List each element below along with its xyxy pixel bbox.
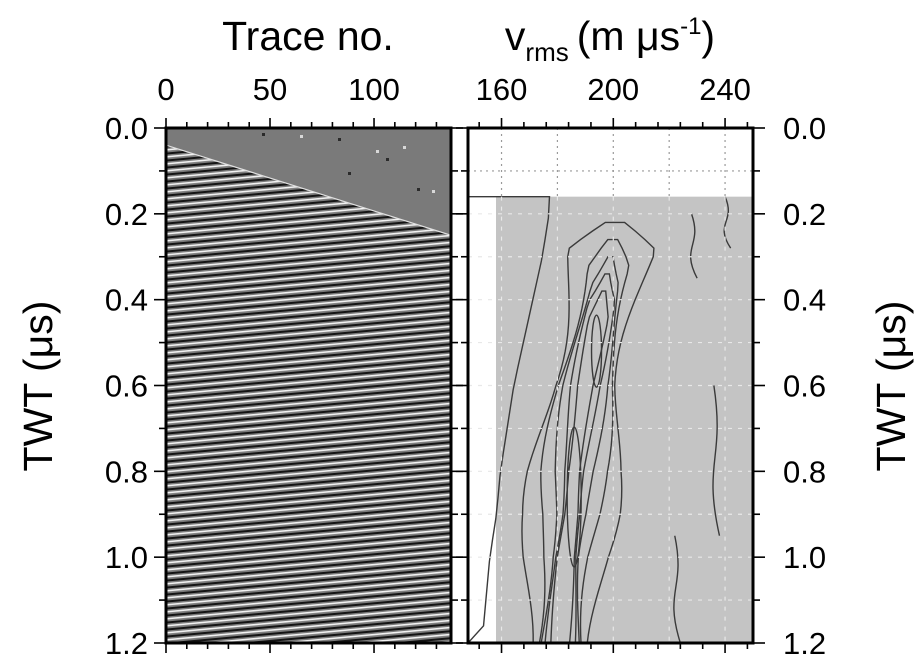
y-tick-label: 0.4	[783, 283, 826, 318]
y-tick-label: 1.0	[105, 540, 148, 575]
y-tick-label: 0.2	[783, 197, 826, 232]
left-y-title: TWT (μs)	[15, 301, 61, 472]
y-tick-label: 0.0	[783, 111, 826, 146]
x-tick-label: 100	[348, 72, 400, 107]
y-tick-label: 0.0	[105, 111, 148, 146]
semblance-contour-band	[550, 290, 609, 643]
semblance-contour-band	[544, 273, 616, 643]
semblance-side-contour	[673, 535, 682, 643]
noise-speckles	[262, 133, 435, 193]
noise-speck	[376, 150, 379, 153]
semblance-ticks: 160 200 240 0.0 0.2 0.4 0.6 0.8 1.0 1.2	[456, 72, 826, 661]
noise-speck	[348, 172, 351, 175]
y-tick-label: 0.4	[105, 283, 148, 318]
semblance-grid	[468, 128, 753, 643]
semblance-side-contour	[712, 385, 721, 536]
noise-speck	[403, 146, 406, 149]
semblance-side-contour	[723, 196, 732, 249]
pre-arrival-noise-zone	[166, 128, 451, 236]
x-tick-label: 200	[587, 72, 639, 107]
semblance-background	[496, 196, 753, 643]
y-tick-label: 0.6	[105, 369, 148, 404]
semblance-low-zone	[468, 195, 551, 643]
noise-speck	[338, 138, 341, 141]
semblance-contour-band	[521, 221, 655, 643]
semblance-peak	[566, 426, 582, 568]
y-tick-label: 0.6	[783, 369, 826, 404]
shot-gather-x-title: Trace no.	[222, 13, 394, 59]
first-arrival-line	[166, 144, 451, 236]
shot-gather-panel: 0 50 100 0.0 0.2 0.4 0.6 0.8 1.0 1.2	[105, 72, 463, 661]
x-tick-label: 50	[253, 72, 287, 107]
semblance-side-contour	[689, 213, 698, 279]
noise-speck	[386, 158, 389, 161]
noise-speck	[432, 190, 435, 193]
y-tick-label: 0.8	[105, 454, 148, 489]
y-tick-label: 1.2	[105, 626, 148, 661]
y-tick-label: 1.0	[783, 540, 826, 575]
x-tick-label: 160	[476, 72, 528, 107]
velocity-semblance-panel: 160 200 240 0.0 0.2 0.4 0.6 0.8 1.0 1.2	[456, 72, 826, 661]
semblance-contour-band	[540, 256, 619, 643]
noise-speck	[417, 188, 420, 191]
x-tick-label: 240	[699, 72, 751, 107]
y-tick-label: 1.2	[783, 626, 826, 661]
shot-gather-ticks: 0 50 100 0.0 0.2 0.4 0.6 0.8 1.0 1.2	[105, 72, 463, 661]
y-tick-label: 0.8	[783, 454, 826, 489]
semblance-x-title: vrms (m μs-1)	[505, 13, 715, 67]
noise-speck	[300, 135, 303, 138]
x-tick-label: 0	[157, 72, 174, 107]
right-y-title: TWT (μs)	[868, 301, 914, 472]
noise-speck	[262, 133, 265, 136]
semblance-peak	[590, 314, 603, 388]
y-tick-label: 0.2	[105, 197, 148, 232]
